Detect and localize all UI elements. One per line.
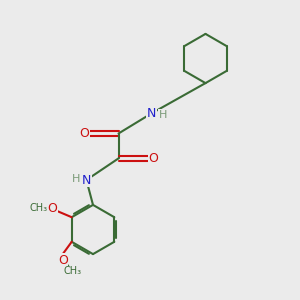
Text: O: O: [79, 127, 89, 140]
Text: H: H: [159, 110, 167, 120]
Text: O: O: [58, 254, 68, 267]
Text: N: N: [82, 173, 91, 187]
Text: CH₃: CH₃: [63, 266, 81, 276]
Text: H: H: [72, 173, 80, 184]
Text: O: O: [47, 202, 57, 215]
Text: N: N: [147, 107, 156, 120]
Text: O: O: [149, 152, 158, 165]
Text: CH₃: CH₃: [29, 203, 47, 213]
